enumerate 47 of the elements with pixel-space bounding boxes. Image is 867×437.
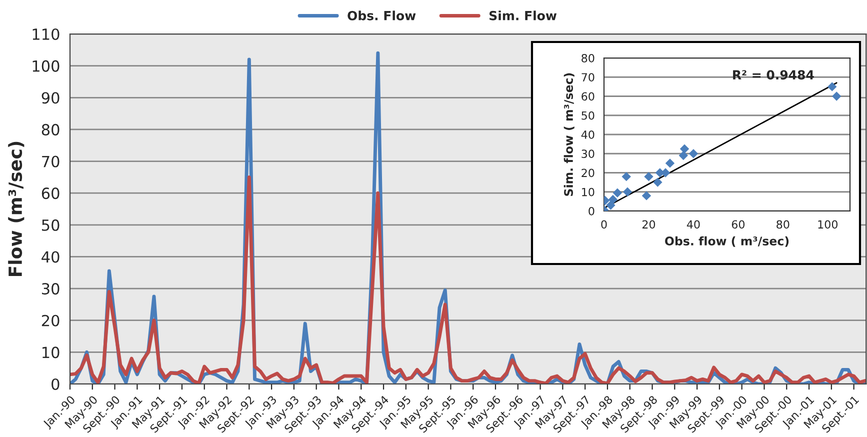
x-tick-label: 40 (686, 220, 700, 229)
y-tick-label: 30 (42, 283, 60, 295)
point (688, 149, 698, 158)
y-tick-label: 100 (32, 60, 60, 72)
y-tick-label: 10 (42, 346, 60, 358)
y-tick-label: 40 (42, 251, 60, 263)
legend-label: Sim. Flow (490, 10, 557, 20)
point (828, 82, 837, 92)
y-tick-label: 40 (581, 130, 594, 139)
y-tick-label: 30 (582, 150, 594, 158)
y-tick-label: 20 (582, 168, 594, 178)
y-tick-label: 70 (582, 73, 594, 82)
y-tick-label: 70 (42, 156, 60, 168)
y-tick-label: 50 (42, 219, 60, 231)
y-tick-label: 10 (582, 188, 594, 196)
point (606, 200, 616, 210)
x-tick-label: 100 (818, 220, 838, 229)
annotation: R² = 0.9484 (733, 70, 814, 80)
y-tick-label: 50 (582, 111, 594, 120)
y-tick-label: 60 (42, 188, 60, 200)
x-axis-title: Obs. flow ( m³/sec) (665, 236, 789, 247)
y-tick-label: 20 (42, 314, 60, 326)
legend-label: Obs. Flow (348, 10, 416, 20)
point (653, 178, 662, 187)
x-tick-label: 60 (732, 220, 745, 229)
point (680, 144, 690, 154)
point (642, 191, 652, 200)
point (622, 187, 632, 196)
x-tick-label: 20 (642, 220, 656, 229)
x-tick-label: 0 (601, 220, 607, 229)
y-tick-label: 110 (32, 28, 60, 40)
point (612, 188, 622, 198)
x-tick-label: 80 (776, 220, 790, 229)
point (665, 158, 675, 168)
point (678, 150, 688, 160)
y-tick-label: 90 (42, 92, 60, 104)
y-axis-title: Flow (m³/sec) (8, 142, 24, 276)
y-tick-label: 80 (582, 54, 594, 62)
point (832, 92, 842, 101)
y-axis-title: Sim. flow ( m³/sec) (564, 73, 574, 196)
point (622, 172, 631, 182)
y-tick-label: 0 (588, 206, 594, 216)
y-tick-label: 80 (42, 124, 60, 136)
point (608, 194, 618, 204)
point (644, 172, 654, 182)
y-tick-label: 60 (582, 92, 594, 101)
y-tick-label: 0 (52, 378, 60, 390)
